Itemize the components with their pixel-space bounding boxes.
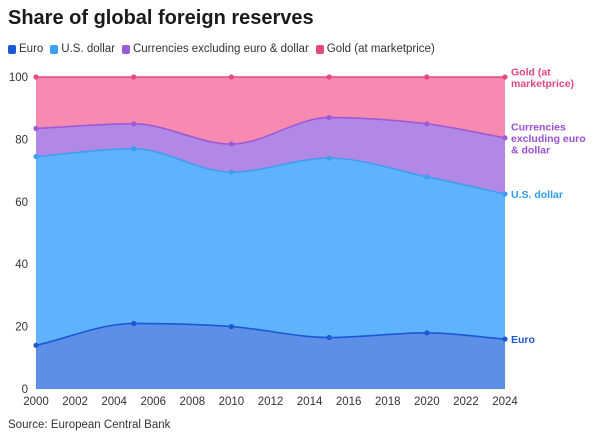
point-euro-2020: [424, 330, 430, 336]
y-tick-label: 0: [22, 384, 28, 396]
point-u-s-dollar-2000: [33, 153, 39, 160]
y-axis: 0 20 40 60 80 100: [9, 72, 28, 396]
legend-swatch: [121, 44, 130, 54]
end-label-euro: Euro: [511, 334, 535, 346]
point-currencies-excluding-euro-dollar-2010: [228, 141, 235, 147]
areas-layer: [36, 77, 505, 389]
y-tick-label: 20: [15, 322, 28, 334]
point-euro-2000: [33, 342, 39, 348]
legend-swatch: [50, 44, 59, 54]
area-euro: [36, 323, 505, 389]
legend-swatch: [8, 44, 16, 54]
area-gold-at-marketprice: [36, 77, 505, 145]
legend-label: Currencies excluding euro & dollar: [132, 43, 309, 55]
point-gold-at-marketprice-2005: [131, 74, 137, 80]
point-gold-at-marketprice-2010: [228, 74, 235, 80]
point-gold-at-marketprice-2000: [33, 74, 39, 80]
point-euro-2005: [131, 320, 137, 327]
x-tick-label: 2010: [219, 396, 245, 408]
end-label-line: & dollar: [511, 144, 550, 156]
legend-item-gold: Gold (at marketprice): [315, 43, 435, 55]
end-label-line: excluding euro: [511, 133, 586, 145]
legend-label: Euro: [19, 43, 44, 55]
end-label-line: marketprice): [511, 78, 574, 90]
point-gold-at-marketprice-2020: [424, 74, 430, 80]
legend-item-us-dollar: U.S. dollar: [50, 43, 115, 55]
point-euro-2024: [502, 336, 508, 342]
end-label-line: U.S. dollar: [511, 189, 563, 201]
point-gold-at-marketprice-2015: [326, 74, 332, 80]
y-tick-label: 60: [15, 197, 28, 209]
end-labels: Euro U.S. dollar Currencies excluding euro &…: [511, 66, 586, 346]
legend-item-other-currencies: Currencies excluding euro & dollar: [121, 43, 309, 55]
point-u-s-dollar-2005: [131, 146, 137, 152]
area-u-s-dollar: [36, 148, 505, 346]
end-label-line: Currencies: [511, 121, 566, 133]
end-label-line: Gold (at: [511, 66, 551, 78]
x-tick-label: 2020: [414, 396, 440, 408]
y-tick-label: 40: [15, 259, 28, 271]
point-currencies-excluding-euro-dollar-2020: [424, 121, 430, 127]
end-label-currencies-excluding-euro-dollar: Currencies excluding euro & dollar: [511, 121, 586, 156]
point-currencies-excluding-euro-dollar-2005: [131, 121, 137, 127]
x-tick-label: 2014: [297, 396, 323, 408]
point-currencies-excluding-euro-dollar-2024: [502, 135, 508, 141]
x-tick-label: 2004: [101, 396, 127, 408]
x-tick-label: 2006: [140, 396, 166, 408]
x-tick-label: 2018: [375, 396, 401, 408]
x-tick-label: 2012: [258, 396, 284, 408]
end-label-line: Euro: [511, 334, 535, 346]
points-layer: [33, 74, 508, 348]
x-tick-label: 2000: [23, 396, 49, 408]
point-u-s-dollar-2015: [326, 155, 332, 161]
point-currencies-excluding-euro-dollar-2000: [33, 125, 39, 132]
point-euro-2010: [228, 324, 235, 330]
point-currencies-excluding-euro-dollar-2015: [326, 114, 332, 121]
legend-swatch: [315, 44, 324, 54]
legend-label: Gold (at marketprice): [326, 43, 435, 55]
point-u-s-dollar-2020: [424, 174, 430, 180]
end-label-gold-at-marketprice: Gold (at marketprice): [511, 66, 574, 90]
y-tick-label: 100: [9, 72, 28, 84]
x-axis: 2000 2002 2004 2006 2008 2010 2012 2014 2016 2018…: [23, 396, 518, 408]
legend-label: U.S. dollar: [61, 43, 115, 55]
end-label-u-s-dollar: U.S. dollar: [511, 189, 563, 201]
x-tick-label: 2022: [453, 396, 479, 408]
legend-item-euro: Euro: [8, 43, 43, 55]
x-tick-label: 2024: [492, 396, 518, 408]
point-u-s-dollar-2024: [502, 191, 508, 197]
area-currencies-excluding-euro-dollar: [36, 117, 505, 194]
point-euro-2015: [326, 334, 332, 341]
x-tick-label: 2002: [62, 396, 88, 408]
source-note: Source: European Central Bank: [8, 419, 171, 431]
y-tick-label: 80: [15, 134, 28, 146]
chart-title: Share of global foreign reserves: [8, 7, 314, 29]
x-tick-label: 2008: [180, 396, 206, 408]
legend: Euro U.S. dollar Currencies excluding eu…: [8, 43, 435, 55]
point-u-s-dollar-2010: [228, 169, 235, 175]
x-tick-label: 2016: [336, 396, 362, 408]
point-gold-at-marketprice-2024: [502, 74, 508, 80]
